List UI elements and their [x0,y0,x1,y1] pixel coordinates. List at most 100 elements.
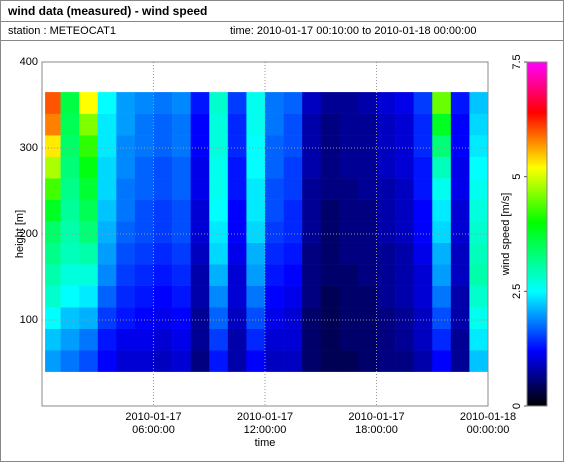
colorbar-tick-label: 5 [511,174,523,180]
heat-cell [283,285,303,308]
heat-cell [97,264,117,286]
heat-cell [302,135,322,157]
heat-cell [79,350,99,372]
heat-cell [134,178,154,200]
heat-cell [79,285,99,308]
heat-cell [265,221,284,243]
heat-cell [190,156,210,179]
heat-cell [97,221,117,243]
heat-cell [60,264,80,286]
heat-cell [190,264,210,286]
heat-cell [283,307,303,329]
heat-cell [209,92,229,114]
heat-cell [45,350,61,372]
heat-cell [376,221,396,243]
heat-cell [376,264,396,286]
heat-cell [116,135,136,157]
heat-cell [79,264,99,286]
heat-cell [450,328,470,351]
heat-cell [153,264,173,286]
heat-cell [432,135,452,157]
heat-cell [190,328,210,351]
heat-cell [469,307,489,329]
heat-cell [153,350,173,372]
heat-cell [134,92,154,114]
heat-cell [209,350,229,372]
plot-border [41,61,489,407]
heat-cell [339,178,359,200]
heat-cell [227,328,247,351]
heat-cell [190,135,210,157]
period: time: 2010-01-17 00:10:00 to 2010-01-18 … [230,25,476,37]
heat-cell [320,285,340,308]
heat-cell [357,285,377,308]
heat-cell [450,92,470,114]
heat-cell [432,113,452,136]
heat-cell [265,307,284,329]
heat-cell [209,242,229,265]
heat-cell [450,307,470,329]
heat-cell [432,156,452,179]
heat-cell [450,113,470,136]
heat-cell [45,156,61,179]
heat-cell [60,221,80,243]
heat-cell [209,221,229,243]
heat-cell [302,242,322,265]
heat-cell [357,199,377,222]
heat-cell [469,285,489,308]
heat-cell [97,350,117,372]
heat-cell [153,178,173,200]
heat-cell [376,156,396,179]
heat-cell [395,221,414,243]
heat-cell [450,199,470,222]
heat-cell [302,92,322,114]
heat-cell [97,113,117,136]
heat-cell [116,264,136,286]
heat-cell [227,199,247,222]
heat-cell [79,135,99,157]
heat-cell [320,307,340,329]
heat-cell [265,113,284,136]
heat-cell [432,328,452,351]
heat-cell [227,113,247,136]
heat-cell [265,264,284,286]
heat-cell [116,221,136,243]
heat-cell [60,350,80,372]
heat-cell [209,328,229,351]
heat-cell [339,264,359,286]
heat-cell [134,328,154,351]
heat-cell [265,156,284,179]
heat-cell [395,135,414,157]
heat-cell [450,350,470,372]
heat-cell [116,350,136,372]
colorbar-tick-label: 0 [511,403,523,409]
heat-cell [283,199,303,222]
x-tick-label: 2010-01-17 12:00:00 [236,411,294,436]
heat-cell [376,328,396,351]
colorbar-tick-label: 2.5 [511,284,523,299]
heat-cell [376,285,396,308]
heat-cell [45,307,61,329]
heat-cell [45,328,61,351]
station: station : METEOCAT1 [8,25,116,37]
heat-cell [190,307,210,329]
x-tick-label: 2010-01-17 06:00:00 [125,411,182,436]
heat-cell [302,307,322,329]
heat-cell [116,156,136,179]
heat-cell [339,307,359,329]
heat-cell [153,242,173,265]
heat-cell [265,178,284,200]
heat-cell [97,328,117,351]
heat-cell [376,242,396,265]
heat-cell [116,242,136,265]
heat-cell [97,199,117,222]
heat-cell [339,113,359,136]
heat-cell [395,264,414,286]
heat-cell [357,350,377,372]
heat-cell [376,92,396,114]
heat-cell [376,178,396,200]
heat-cell [302,350,322,372]
heat-cell [283,264,303,286]
heat-cell [79,199,99,222]
heat-cell [395,350,414,372]
